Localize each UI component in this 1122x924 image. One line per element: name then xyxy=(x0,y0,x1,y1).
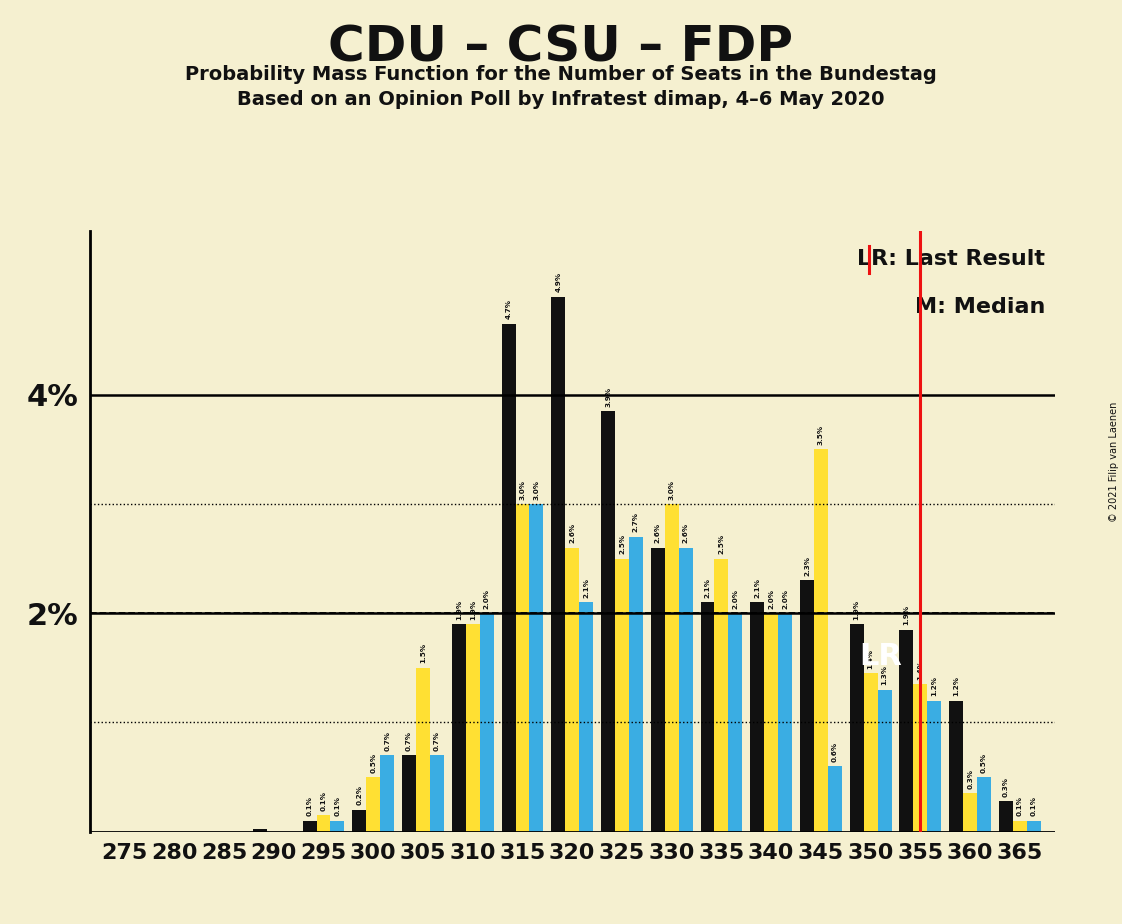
Text: © 2021 Filip van Laenen: © 2021 Filip van Laenen xyxy=(1109,402,1119,522)
Bar xyxy=(728,614,743,832)
Text: 2.1%: 2.1% xyxy=(705,578,710,598)
Bar xyxy=(629,537,643,832)
Text: 0.1%: 0.1% xyxy=(1031,796,1037,816)
Text: 2.0%: 2.0% xyxy=(733,589,738,609)
Text: 1.2%: 1.2% xyxy=(931,676,937,696)
Bar xyxy=(913,684,928,832)
Bar xyxy=(452,624,466,832)
Text: CDU – CSU – FDP: CDU – CSU – FDP xyxy=(329,23,793,71)
Bar xyxy=(651,548,664,832)
Text: 0.2%: 0.2% xyxy=(357,785,362,806)
Bar xyxy=(480,614,494,832)
Bar xyxy=(764,614,779,832)
Bar xyxy=(949,700,963,832)
Bar xyxy=(352,809,366,832)
Text: 0.3%: 0.3% xyxy=(1003,777,1009,796)
Bar xyxy=(502,323,515,832)
Text: 1.9%: 1.9% xyxy=(854,600,859,620)
Bar xyxy=(380,755,394,832)
Bar xyxy=(515,504,530,832)
Bar xyxy=(700,602,715,832)
Bar xyxy=(813,449,828,832)
Bar xyxy=(779,614,792,832)
Bar xyxy=(402,755,416,832)
Bar xyxy=(963,794,977,832)
Bar xyxy=(316,815,331,832)
Text: 0.1%: 0.1% xyxy=(334,796,340,816)
Text: 0.6%: 0.6% xyxy=(831,742,838,761)
Text: 2.1%: 2.1% xyxy=(583,578,589,598)
Text: 1.4%: 1.4% xyxy=(867,649,874,669)
Text: 2.0%: 2.0% xyxy=(769,589,774,609)
Text: 0.5%: 0.5% xyxy=(370,752,376,772)
Bar xyxy=(849,624,864,832)
Text: 1.9%: 1.9% xyxy=(456,600,462,620)
Bar xyxy=(977,777,991,832)
Text: 3.0%: 3.0% xyxy=(533,480,540,500)
Text: 2.6%: 2.6% xyxy=(569,523,576,543)
Text: M: Median: M: Median xyxy=(914,298,1045,317)
Text: 3.5%: 3.5% xyxy=(818,425,824,445)
Text: 2.0%: 2.0% xyxy=(484,589,489,609)
Text: 0.1%: 0.1% xyxy=(1017,796,1023,816)
Bar xyxy=(877,689,892,832)
Bar xyxy=(900,629,913,832)
Text: 2.5%: 2.5% xyxy=(718,534,725,554)
Text: 2.6%: 2.6% xyxy=(655,523,661,543)
Text: 1.9%: 1.9% xyxy=(903,605,910,626)
Text: 1.9%: 1.9% xyxy=(470,600,476,620)
Text: 2.6%: 2.6% xyxy=(682,523,689,543)
Text: 0.1%: 0.1% xyxy=(321,791,327,811)
Text: 0.3%: 0.3% xyxy=(967,769,973,789)
Bar xyxy=(551,297,565,832)
Bar xyxy=(928,700,941,832)
Text: 1.4%: 1.4% xyxy=(918,660,923,680)
Bar xyxy=(530,504,543,832)
Text: 3.0%: 3.0% xyxy=(669,480,674,500)
Bar xyxy=(416,668,430,832)
Bar xyxy=(331,821,344,832)
Text: 3.9%: 3.9% xyxy=(605,386,611,407)
Text: 2.1%: 2.1% xyxy=(754,578,761,598)
Text: Based on an Opinion Poll by Infratest dimap, 4–6 May 2020: Based on an Opinion Poll by Infratest di… xyxy=(237,90,885,109)
Text: 2.7%: 2.7% xyxy=(633,513,638,532)
Bar xyxy=(430,755,444,832)
Bar xyxy=(664,504,679,832)
Text: 4.7%: 4.7% xyxy=(506,299,512,320)
Text: 0.7%: 0.7% xyxy=(406,731,412,751)
Bar xyxy=(366,777,380,832)
Bar xyxy=(303,821,316,832)
Text: 2.5%: 2.5% xyxy=(619,534,625,554)
Text: 2.3%: 2.3% xyxy=(804,556,810,576)
Text: Probability Mass Function for the Number of Seats in the Bundestag: Probability Mass Function for the Number… xyxy=(185,65,937,84)
Text: 2.0%: 2.0% xyxy=(782,589,788,609)
Bar xyxy=(615,559,629,832)
Text: 1.3%: 1.3% xyxy=(882,665,888,686)
Text: 0.7%: 0.7% xyxy=(384,731,390,751)
Text: LR: LR xyxy=(859,642,902,672)
Bar xyxy=(252,830,267,832)
Bar xyxy=(800,580,813,832)
Bar xyxy=(751,602,764,832)
Text: 1.2%: 1.2% xyxy=(954,676,959,696)
Bar xyxy=(565,548,579,832)
Text: LR: Last Result: LR: Last Result xyxy=(857,249,1045,269)
Text: 0.5%: 0.5% xyxy=(981,752,987,772)
Text: 1.5%: 1.5% xyxy=(420,643,426,663)
Bar xyxy=(466,624,480,832)
Bar xyxy=(999,801,1013,832)
Text: 0.1%: 0.1% xyxy=(306,796,313,816)
Text: 3.0%: 3.0% xyxy=(519,480,525,500)
Bar xyxy=(1013,821,1027,832)
Bar xyxy=(715,559,728,832)
Bar xyxy=(579,602,594,832)
Bar xyxy=(828,766,842,832)
Bar xyxy=(864,674,877,832)
Text: 0.7%: 0.7% xyxy=(434,731,440,751)
Bar xyxy=(1027,821,1041,832)
Text: 4.9%: 4.9% xyxy=(555,272,561,292)
Bar xyxy=(601,411,615,832)
Bar xyxy=(679,548,692,832)
